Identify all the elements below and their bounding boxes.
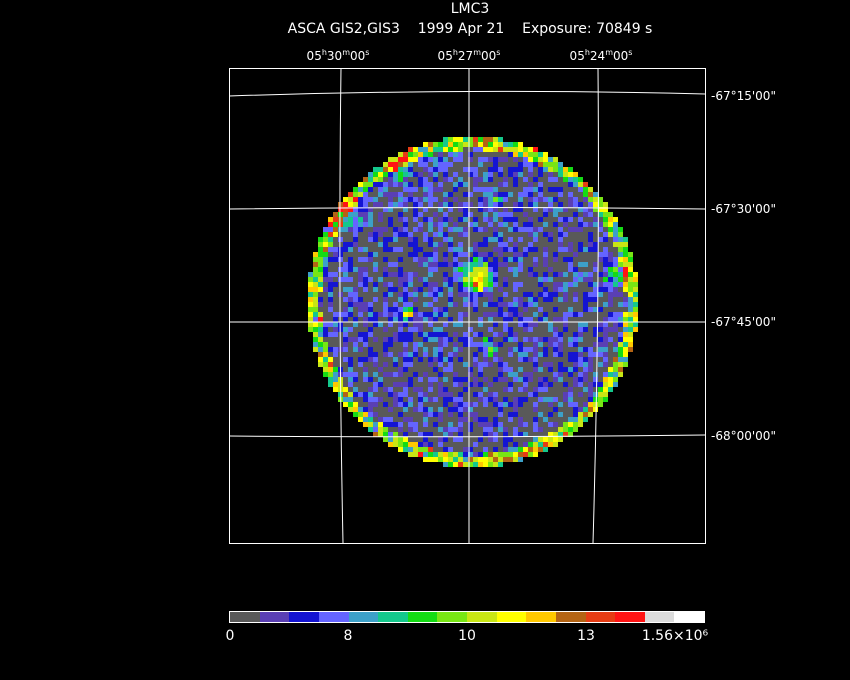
colorbar-segment (318, 612, 349, 622)
colorbar-segment (230, 612, 260, 622)
colorbar-tick-label: 8 (343, 628, 353, 644)
colorbar-tick-label: 0 (225, 628, 235, 644)
colorbar-segment (585, 612, 616, 622)
ra-tick-label: 05h24m00s (569, 48, 633, 63)
ra-gridline (339, 67, 344, 544)
dec-gridline (228, 90, 706, 97)
ra-tick-label: 05h30m00s (306, 48, 370, 63)
dec-tick-label: -67°30'00" (711, 202, 776, 216)
colorbar-segment (467, 612, 497, 622)
colorbar-tick-label: 13 (577, 628, 595, 644)
plot-frame (229, 68, 706, 544)
dec-gridline (228, 207, 706, 210)
colorbar-segment (259, 612, 290, 622)
colorbar-tick-label: 1.56×10⁶ (641, 628, 709, 644)
colorbar-segment (378, 612, 408, 622)
colorbar-segment (674, 612, 704, 622)
plot-title: LMC3 (450, 1, 490, 17)
ra-tick-label: 05h27m00s (437, 48, 501, 63)
ra-gridline (592, 67, 599, 544)
coordinate-grid (228, 67, 706, 544)
dec-tick-label: -68°00'00" (711, 429, 776, 443)
colorbar (229, 611, 705, 623)
colorbar-segment (348, 612, 379, 622)
colorbar-segment (496, 612, 527, 622)
colorbar-segment (615, 612, 645, 622)
colorbar-tick-label: 10 (458, 628, 476, 644)
colorbar-segment (526, 612, 556, 622)
colorbar-segment (289, 612, 319, 622)
plot-subtitle: ASCA GIS2,GIS3 1999 Apr 21 Exposure: 708… (287, 21, 653, 37)
sky-image (308, 137, 638, 467)
dec-tick-label: -67°15'00" (711, 89, 776, 103)
dec-tick-label: -67°45'00" (711, 315, 776, 329)
colorbar-segment (555, 612, 586, 622)
dec-gridline (228, 434, 706, 438)
colorbar-segment (437, 612, 467, 622)
colorbar-segment (407, 612, 438, 622)
colorbar-segment (644, 612, 675, 622)
